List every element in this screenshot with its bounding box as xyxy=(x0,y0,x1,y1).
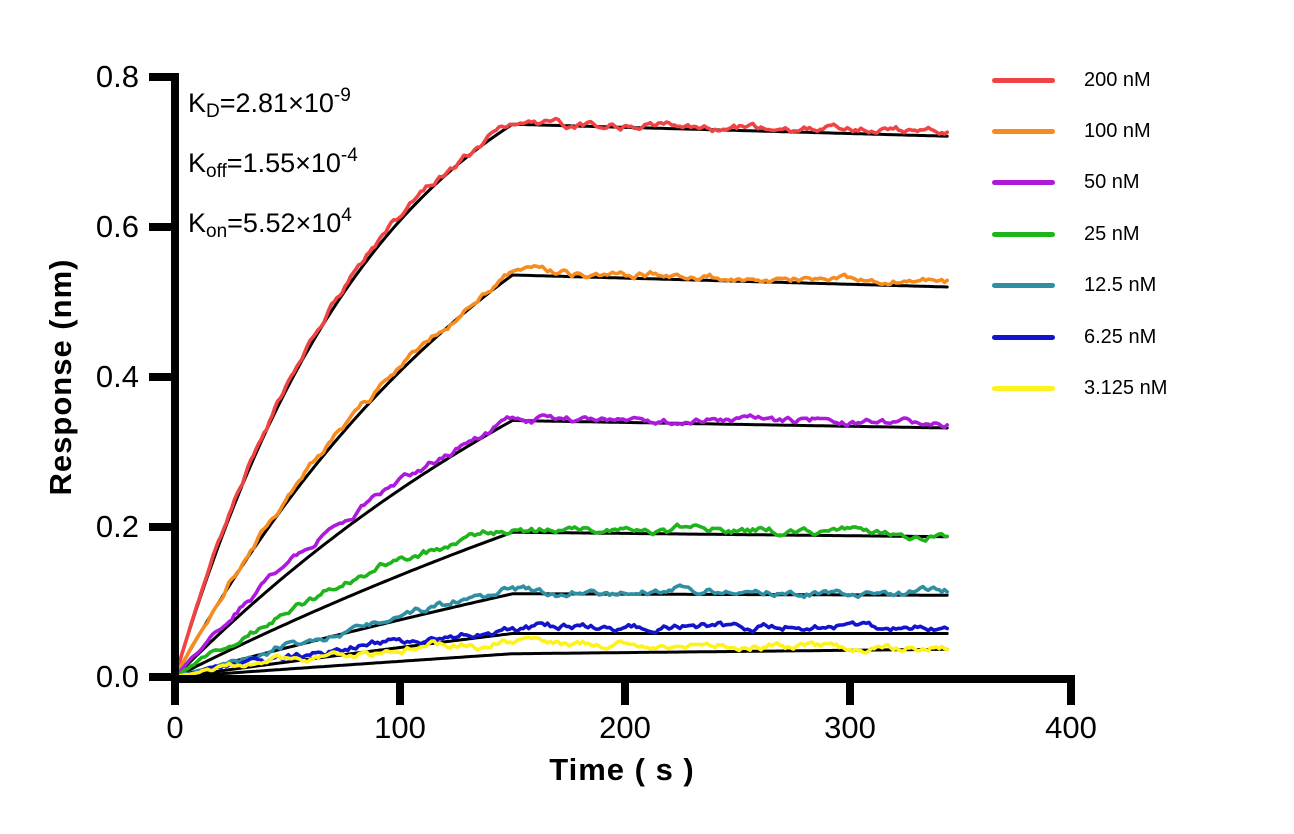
annotation-text: off xyxy=(206,161,227,182)
series-curve-3.125 xyxy=(173,635,949,679)
annotation-text: on xyxy=(206,221,228,242)
legend-label: 200 nM xyxy=(1084,68,1151,91)
legend-item-200: 200 nM xyxy=(992,67,1151,93)
legend-label: 50 nM xyxy=(1084,171,1140,194)
legend-line-swatch xyxy=(992,334,1055,340)
legend-item-50: 50 nM xyxy=(992,170,1140,196)
annotation-text: 4 xyxy=(341,205,352,226)
legend-item-25: 25 nM xyxy=(992,221,1140,247)
fit-curve-3.125 xyxy=(173,647,949,679)
axes xyxy=(149,73,1075,705)
series-curve-50 xyxy=(173,413,949,679)
annotation-text: =1.55×10 xyxy=(226,148,341,178)
fit-curve-50 xyxy=(173,419,949,679)
y-tick-label: 0.8 xyxy=(95,59,139,94)
legend-label: 6.25 nM xyxy=(1084,325,1157,348)
kinetics-line-on: Kon=5.52×104 xyxy=(188,194,358,254)
legend-line-swatch xyxy=(992,77,1055,83)
series-curve-6.25 xyxy=(173,620,949,679)
fit-curve-25 xyxy=(173,530,949,679)
legend-line-swatch xyxy=(992,128,1055,134)
legend-label: 3.125 nM xyxy=(1084,376,1168,399)
series-curve-100 xyxy=(173,264,949,679)
annotation-text: K xyxy=(188,88,207,118)
legend-item-12.5: 12.5 nM xyxy=(992,273,1156,299)
y-tick-label: 0.2 xyxy=(95,509,139,544)
legend-label: 25 nM xyxy=(1084,222,1140,245)
legend-line-swatch xyxy=(992,283,1055,289)
x-tick-label: 0 xyxy=(166,710,184,745)
x-tick-label: 200 xyxy=(599,710,651,745)
fit-curve-12.5 xyxy=(173,592,949,679)
legend-line-swatch xyxy=(992,385,1055,391)
x-tick-label: 400 xyxy=(1045,710,1097,745)
annotation-text: D xyxy=(206,101,220,122)
y-tick-label: 0.0 xyxy=(95,659,139,694)
annotation-text: K xyxy=(188,208,207,238)
annotation-text: K xyxy=(188,148,207,178)
fit-curve-100 xyxy=(173,273,949,679)
data-curves xyxy=(173,116,949,679)
y-tick-label: 0.6 xyxy=(95,209,139,244)
legend-item-6.25: 6.25 nM xyxy=(992,324,1156,350)
legend-line-swatch xyxy=(992,231,1055,237)
legend-item-100: 100 nM xyxy=(992,118,1151,144)
annotation-text: =2.81×10 xyxy=(219,88,334,118)
legend-label: 12.5 nM xyxy=(1084,274,1157,297)
annotation-text: -4 xyxy=(340,145,358,166)
series-curve-12.5 xyxy=(173,583,949,679)
x-tick-label: 100 xyxy=(374,710,426,745)
x-axis-title: Time ( s ) xyxy=(549,752,695,787)
x-tick-label: 300 xyxy=(824,710,876,745)
y-tick-label: 0.4 xyxy=(95,359,139,394)
kinetics-line-d: KD=2.81×10-9 xyxy=(188,74,358,134)
annotation-text: -9 xyxy=(333,85,351,106)
legend-item-3.125: 3.125 nM xyxy=(992,375,1167,401)
series-curve-200 xyxy=(173,116,949,679)
series-curve-25 xyxy=(173,522,949,679)
legend-label: 100 nM xyxy=(1084,119,1151,142)
legend-line-swatch xyxy=(992,180,1055,186)
kinetics-line-off: Koff=1.55×10-4 xyxy=(188,134,358,194)
kinetics-annotation: KD=2.81×10-9 Koff=1.55×10-4 Kon=5.52×104 xyxy=(188,74,358,254)
annotation-text: =5.52×10 xyxy=(227,208,342,238)
y-axis-title: Response (nm) xyxy=(43,258,78,496)
